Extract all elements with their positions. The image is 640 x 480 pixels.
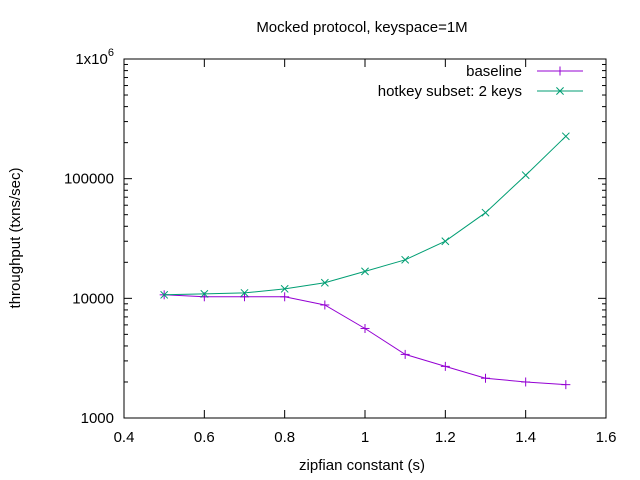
series-2-point (160, 290, 169, 299)
x-axis: 0.4 0.6 0.8 1 1.2 1.4 1.6 (114, 59, 617, 446)
series-layer (159, 132, 571, 390)
series-2-point (481, 208, 490, 217)
series-2-point (361, 267, 369, 276)
series-1-point (240, 292, 249, 302)
series-2-point (401, 255, 410, 264)
y-tick-label: 10000 (72, 290, 114, 307)
x-tick-label: 1 (361, 429, 369, 446)
chart-title: Mocked protocol, keyspace=1M (256, 19, 467, 36)
legend-label: baseline (466, 63, 522, 80)
series-1-point (400, 349, 410, 359)
series-2-point (240, 288, 249, 297)
series-2-point (521, 171, 530, 180)
x-tick-label: 0.4 (114, 429, 135, 446)
series-1-point (521, 377, 531, 387)
y-tick-label: 1000 (81, 410, 114, 427)
legend-label: hotkey subset: 2 keys (378, 83, 522, 100)
series-1-point (440, 361, 450, 371)
series-2-point (200, 289, 209, 298)
series-2-point (280, 284, 289, 293)
series-1-point (481, 373, 490, 383)
y-tick-label: 100000 (64, 171, 114, 188)
x-tick-label: 0.8 (274, 429, 295, 446)
series-2-point (441, 237, 450, 246)
x-tick-label: 1.2 (435, 429, 456, 446)
series-2-point (561, 132, 570, 141)
x-tick-label: 1.6 (596, 429, 617, 446)
legend-marker (556, 87, 564, 95)
series-1-point (360, 323, 370, 333)
series-2-point (320, 278, 329, 287)
x-tick-label: 1.4 (515, 429, 536, 446)
series-1-point (561, 380, 571, 390)
y-axis: 1000 10000 100000 1x106 (64, 47, 606, 427)
legend: baseline hotkey subset: 2 keys (378, 63, 583, 100)
y-axis-label: throughput (txns/sec) (7, 168, 24, 309)
series-1-point (320, 300, 330, 310)
x-tick-label: 0.6 (194, 429, 215, 446)
series-1-point (280, 292, 290, 302)
x-axis-label: zipfian constant (s) (299, 457, 425, 474)
y-tick-label: 1x106 (75, 47, 114, 68)
legend-marker (555, 66, 565, 76)
